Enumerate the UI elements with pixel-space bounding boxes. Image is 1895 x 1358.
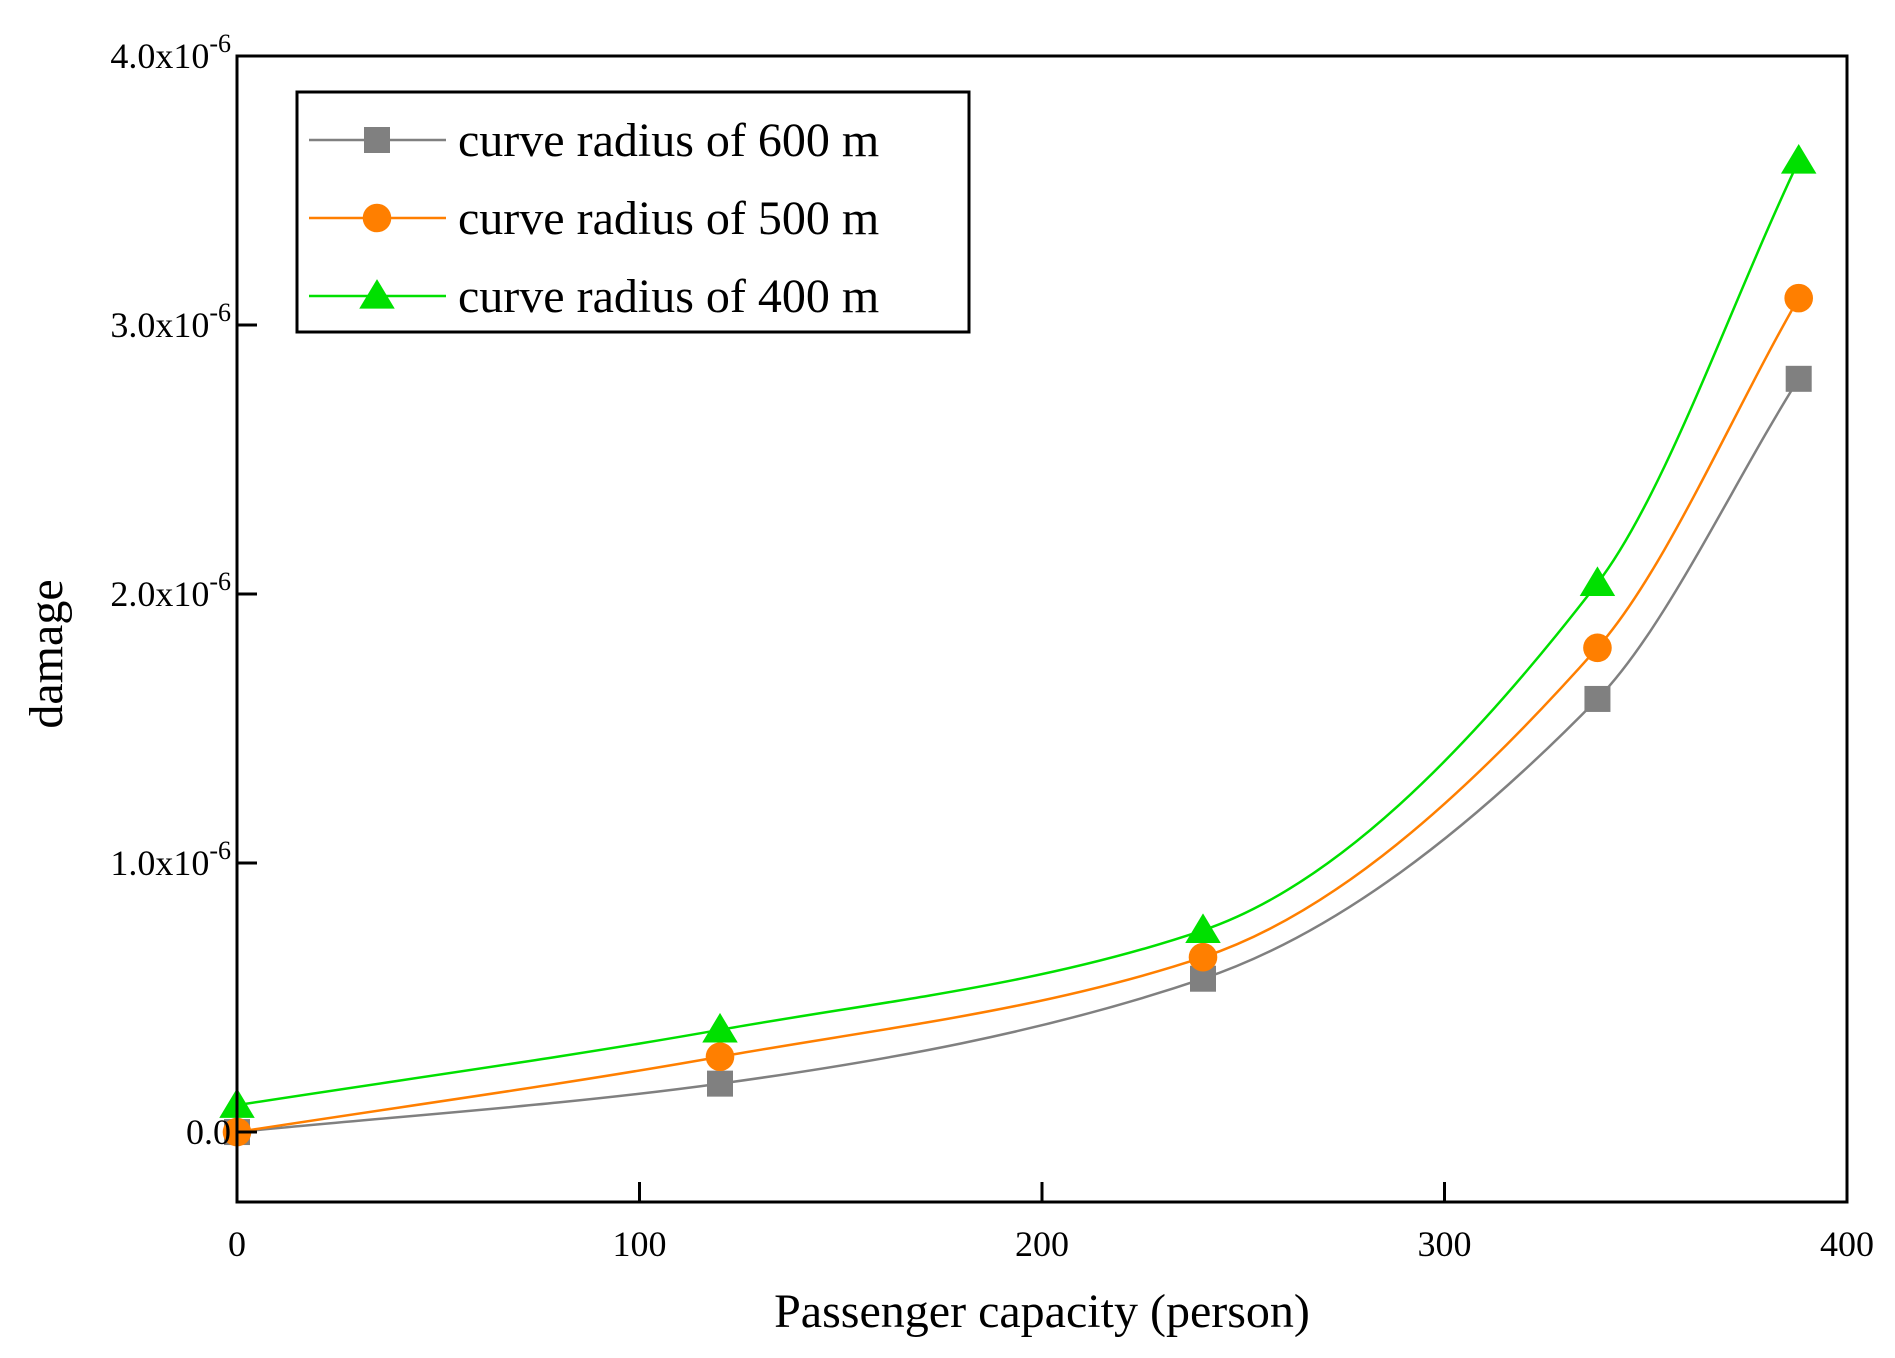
data-point bbox=[1185, 913, 1221, 943]
y-tick-mantissa: 1.0x10 bbox=[110, 843, 209, 883]
y-tick-label: 3.0x10-6 bbox=[110, 298, 231, 345]
y-tick-label: 2.0x10-6 bbox=[110, 567, 231, 614]
data-point bbox=[1780, 144, 1817, 174]
y-tick-exponent: -6 bbox=[209, 29, 231, 58]
legend-label: curve radius of 600 m bbox=[458, 114, 879, 167]
x-tick-label: 200 bbox=[1015, 1224, 1069, 1264]
legend-box bbox=[295, 90, 971, 334]
series-line bbox=[236, 297, 1800, 1134]
y-tick-label: 0.0 bbox=[186, 1112, 231, 1152]
legend-item: curve radius of 600 m bbox=[309, 114, 879, 167]
legend-item: curve radius of 400 m bbox=[309, 270, 879, 323]
legend-label: curve radius of 500 m bbox=[458, 192, 879, 245]
y-tick-mantissa: 2.0x10 bbox=[110, 574, 209, 614]
data-point bbox=[1579, 566, 1616, 596]
x-tick-label: 300 bbox=[1418, 1224, 1472, 1264]
y-tick-mantissa: 4.0x10 bbox=[110, 36, 209, 76]
x-tick-label: 0 bbox=[228, 1224, 246, 1264]
legend-marker bbox=[364, 127, 390, 153]
x-tick-label: 100 bbox=[613, 1224, 667, 1264]
legend-marker bbox=[362, 203, 392, 233]
data-point bbox=[1785, 365, 1812, 392]
data-point bbox=[1188, 942, 1218, 972]
y-tick-label: 4.0x10-6 bbox=[110, 29, 231, 76]
x-tick-label: 400 bbox=[1820, 1224, 1874, 1264]
axis-ticks: 0 100 200 300 4000.01.0x10-62.0x10-63.0x10-6… bbox=[110, 29, 1874, 1264]
y-tick-mantissa: 3.0x10 bbox=[110, 305, 209, 345]
y-tick-mantissa: 0.0 bbox=[186, 1112, 231, 1152]
series-square bbox=[224, 365, 1812, 1146]
data-point bbox=[1584, 685, 1611, 712]
y-tick-exponent: -6 bbox=[209, 567, 231, 596]
legend-label: curve radius of 400 m bbox=[458, 270, 879, 323]
legend-items: curve radius of 600 m curve radius of 500… bbox=[309, 114, 879, 323]
x-axis-title: Passenger capacity (person) bbox=[774, 1285, 1310, 1338]
y-axis-title: damage bbox=[20, 579, 73, 728]
data-point bbox=[1784, 283, 1813, 313]
data-point bbox=[705, 1042, 735, 1072]
data-point bbox=[702, 1012, 738, 1043]
y-tick-exponent: -6 bbox=[209, 298, 231, 327]
data-point bbox=[707, 1070, 733, 1097]
y-tick-label: 1.0x10-6 bbox=[110, 836, 231, 883]
legend-item: curve radius of 500 m bbox=[309, 192, 879, 245]
series-line bbox=[236, 378, 1800, 1134]
legend: curve radius of 600 m curve radius of 500… bbox=[295, 90, 971, 334]
series-layer bbox=[219, 144, 1817, 1147]
y-tick-exponent: -6 bbox=[209, 836, 231, 865]
data-point bbox=[1583, 633, 1612, 663]
legend-marker bbox=[359, 279, 395, 309]
series-circle bbox=[222, 283, 1813, 1147]
